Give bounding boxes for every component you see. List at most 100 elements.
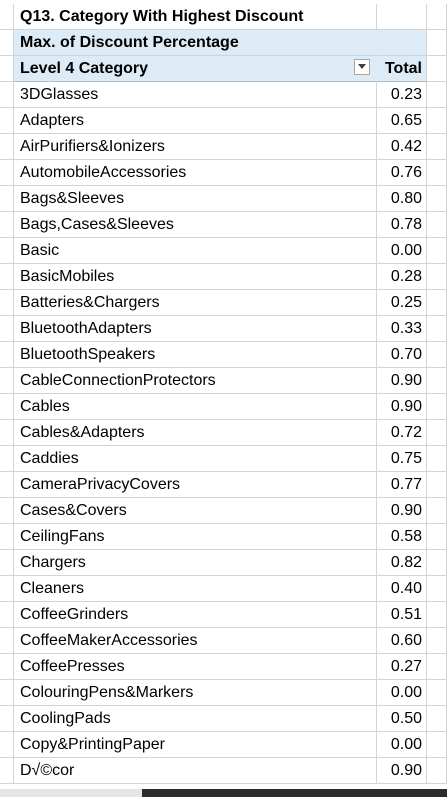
total-value-cell[interactable]: 0.50 bbox=[377, 706, 427, 732]
total-value-cell[interactable]: 0.78 bbox=[377, 212, 427, 238]
empty-cell[interactable] bbox=[427, 654, 447, 680]
category-cell[interactable]: ColouringPens&Markers bbox=[14, 680, 377, 706]
row-gutter-cell[interactable] bbox=[0, 446, 14, 472]
empty-cell[interactable] bbox=[427, 264, 447, 290]
total-value-cell[interactable]: 0.60 bbox=[377, 628, 427, 654]
horizontal-scrollbar[interactable] bbox=[0, 789, 447, 797]
empty-cell[interactable] bbox=[427, 576, 447, 602]
empty-cell[interactable] bbox=[427, 732, 447, 758]
category-cell[interactable]: Basic bbox=[14, 238, 377, 264]
empty-cell[interactable] bbox=[427, 160, 447, 186]
row-gutter-cell[interactable] bbox=[0, 628, 14, 654]
total-value-cell[interactable]: 0.00 bbox=[377, 732, 427, 758]
row-gutter-cell[interactable] bbox=[0, 758, 14, 784]
row-gutter-cell[interactable] bbox=[0, 56, 14, 82]
empty-cell[interactable] bbox=[427, 290, 447, 316]
category-cell[interactable]: CoolingPads bbox=[14, 706, 377, 732]
total-value-cell[interactable]: 0.90 bbox=[377, 368, 427, 394]
empty-cell[interactable] bbox=[427, 758, 447, 784]
total-value-cell[interactable]: 0.00 bbox=[377, 680, 427, 706]
empty-cell[interactable] bbox=[427, 498, 447, 524]
total-value-cell[interactable]: 0.28 bbox=[377, 264, 427, 290]
row-gutter-cell[interactable] bbox=[0, 654, 14, 680]
category-cell[interactable]: AutomobileAccessories bbox=[14, 160, 377, 186]
row-gutter-cell[interactable] bbox=[0, 524, 14, 550]
row-gutter-cell[interactable] bbox=[0, 368, 14, 394]
empty-cell[interactable] bbox=[427, 4, 447, 30]
category-cell[interactable]: Batteries&Chargers bbox=[14, 290, 377, 316]
empty-cell[interactable] bbox=[427, 628, 447, 654]
total-value-cell[interactable]: 0.65 bbox=[377, 108, 427, 134]
category-cell[interactable]: Cases&Covers bbox=[14, 498, 377, 524]
pivot-total-header[interactable]: Total bbox=[377, 56, 427, 82]
row-gutter-cell[interactable] bbox=[0, 108, 14, 134]
empty-cell[interactable] bbox=[427, 680, 447, 706]
total-value-cell[interactable]: 0.27 bbox=[377, 654, 427, 680]
row-gutter-cell[interactable] bbox=[0, 472, 14, 498]
total-value-cell[interactable]: 0.90 bbox=[377, 394, 427, 420]
empty-cell[interactable] bbox=[427, 342, 447, 368]
total-value-cell[interactable]: 0.25 bbox=[377, 290, 427, 316]
row-gutter-cell[interactable] bbox=[0, 394, 14, 420]
category-cell[interactable]: Bags&Sleeves bbox=[14, 186, 377, 212]
total-value-cell[interactable]: 0.90 bbox=[377, 758, 427, 784]
empty-cell[interactable] bbox=[427, 186, 447, 212]
category-cell[interactable]: 3DGlasses bbox=[14, 82, 377, 108]
total-value-cell[interactable]: 0.33 bbox=[377, 316, 427, 342]
row-gutter-cell[interactable] bbox=[0, 316, 14, 342]
row-gutter-cell[interactable] bbox=[0, 732, 14, 758]
category-cell[interactable]: BluetoothSpeakers bbox=[14, 342, 377, 368]
total-value-cell[interactable]: 0.40 bbox=[377, 576, 427, 602]
total-value-cell[interactable]: 0.90 bbox=[377, 498, 427, 524]
row-gutter-cell[interactable] bbox=[0, 30, 14, 56]
empty-cell[interactable] bbox=[427, 602, 447, 628]
category-cell[interactable]: CoffeeGrinders bbox=[14, 602, 377, 628]
total-value-cell[interactable]: 0.00 bbox=[377, 238, 427, 264]
empty-cell[interactable] bbox=[427, 212, 447, 238]
row-gutter-cell[interactable] bbox=[0, 134, 14, 160]
empty-cell[interactable] bbox=[427, 56, 447, 82]
pivot-values-label[interactable]: Max. of Discount Percentage bbox=[14, 30, 377, 56]
total-value-cell[interactable]: 0.76 bbox=[377, 160, 427, 186]
empty-cell[interactable] bbox=[427, 706, 447, 732]
row-gutter-cell[interactable] bbox=[0, 4, 14, 30]
category-cell[interactable]: Copy&PrintingPaper bbox=[14, 732, 377, 758]
category-cell[interactable]: Cables&Adapters bbox=[14, 420, 377, 446]
category-cell[interactable]: BasicMobiles bbox=[14, 264, 377, 290]
category-cell[interactable]: Chargers bbox=[14, 550, 377, 576]
category-cell[interactable]: AirPurifiers&Ionizers bbox=[14, 134, 377, 160]
filter-dropdown-button[interactable] bbox=[354, 59, 370, 75]
empty-cell[interactable] bbox=[427, 446, 447, 472]
empty-cell[interactable] bbox=[427, 368, 447, 394]
category-cell[interactable]: Cleaners bbox=[14, 576, 377, 602]
category-cell[interactable]: Bags,Cases&Sleeves bbox=[14, 212, 377, 238]
row-gutter-cell[interactable] bbox=[0, 342, 14, 368]
category-cell[interactable]: Adapters bbox=[14, 108, 377, 134]
row-gutter-cell[interactable] bbox=[0, 706, 14, 732]
total-value-cell[interactable]: 0.58 bbox=[377, 524, 427, 550]
row-gutter-cell[interactable] bbox=[0, 264, 14, 290]
row-gutter-cell[interactable] bbox=[0, 576, 14, 602]
total-value-cell[interactable]: 0.77 bbox=[377, 472, 427, 498]
empty-cell[interactable] bbox=[427, 420, 447, 446]
total-value-cell[interactable]: 0.72 bbox=[377, 420, 427, 446]
row-gutter-cell[interactable] bbox=[0, 498, 14, 524]
total-value-cell[interactable]: 0.23 bbox=[377, 82, 427, 108]
row-gutter-cell[interactable] bbox=[0, 238, 14, 264]
total-value-cell[interactable]: 0.70 bbox=[377, 342, 427, 368]
sheet-title-cell[interactable]: Q13. Category With Highest Discount bbox=[14, 4, 377, 30]
empty-cell[interactable] bbox=[427, 550, 447, 576]
row-gutter-cell[interactable] bbox=[0, 82, 14, 108]
row-gutter-cell[interactable] bbox=[0, 602, 14, 628]
empty-cell[interactable] bbox=[427, 82, 447, 108]
total-value-cell[interactable]: 0.51 bbox=[377, 602, 427, 628]
row-gutter-cell[interactable] bbox=[0, 680, 14, 706]
category-cell[interactable]: BluetoothAdapters bbox=[14, 316, 377, 342]
row-gutter-cell[interactable] bbox=[0, 186, 14, 212]
total-value-cell[interactable]: 0.75 bbox=[377, 446, 427, 472]
empty-cell[interactable] bbox=[427, 316, 447, 342]
empty-cell[interactable] bbox=[427, 108, 447, 134]
empty-cell[interactable] bbox=[427, 238, 447, 264]
category-cell[interactable]: CableConnectionProtectors bbox=[14, 368, 377, 394]
category-cell[interactable]: CeilingFans bbox=[14, 524, 377, 550]
